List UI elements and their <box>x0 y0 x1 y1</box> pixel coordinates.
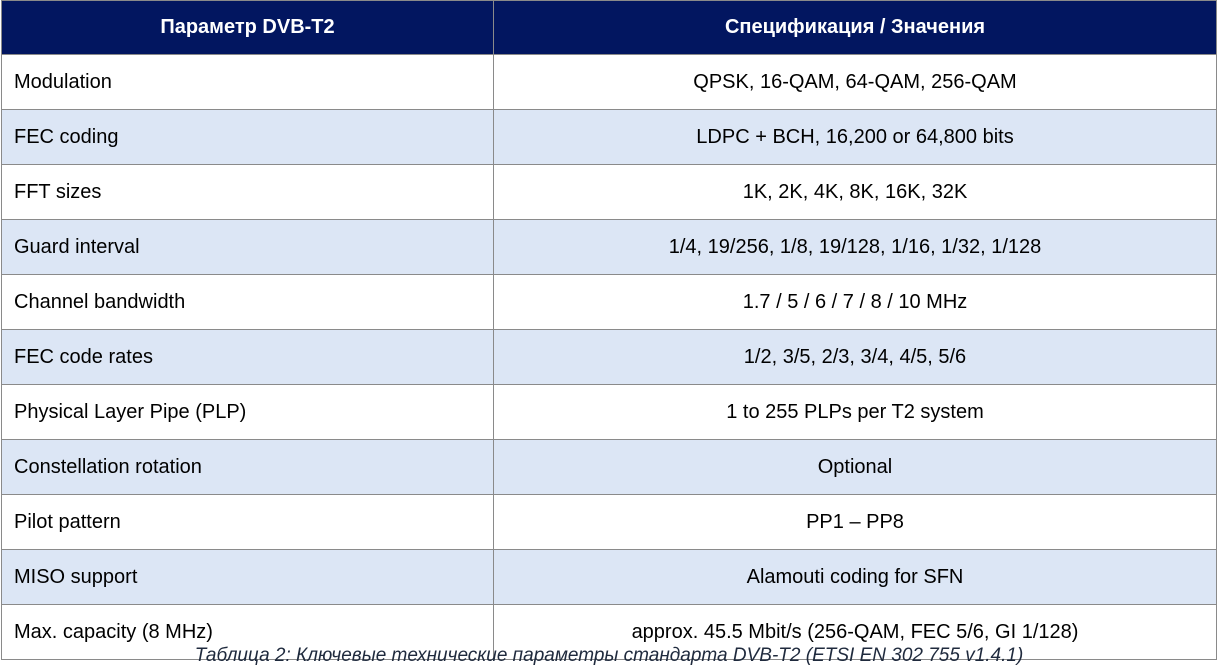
parameter-cell: Constellation rotation <box>1 439 494 495</box>
parameter-cell: FEC coding <box>1 109 494 165</box>
table-caption: Таблица 2: Ключевые технические параметр… <box>194 645 1024 666</box>
table-row: Physical Layer Pipe (PLP) 1 to 255 PLPs p… <box>1 384 1217 440</box>
value-cell: 1K, 2K, 4K, 8K, 16K, 32K <box>493 164 1217 220</box>
value-cell: 1/2, 3/5, 2/3, 3/4, 4/5, 5/6 <box>493 329 1217 385</box>
table-row: FEC code rates 1/2, 3/5, 2/3, 3/4, 4/5, 5… <box>1 329 1217 385</box>
parameter-cell: Physical Layer Pipe (PLP) <box>1 384 494 440</box>
table-row: MISO support Alamouti coding for SFN <box>1 549 1217 605</box>
value-cell: approx. 45.5 Mbit/s (256-QAM, FEC 5/6, G… <box>493 604 1217 660</box>
value-cell: QPSK, 16-QAM, 64-QAM, 256-QAM <box>493 54 1217 110</box>
header-specification: Спецификация / Значения <box>493 0 1217 55</box>
table-row: Pilot pattern PP1 – PP8 <box>1 494 1217 550</box>
table-row: Constellation rotation Optional <box>1 439 1217 495</box>
table-row: FEC coding LDPC + BCH, 16,200 or 64,800 b… <box>1 109 1217 165</box>
table-row: FFT sizes 1K, 2K, 4K, 8K, 16K, 32K <box>1 164 1217 220</box>
parameter-cell: FEC code rates <box>1 329 494 385</box>
parameter-cell: Guard interval <box>1 219 494 275</box>
table-row: Channel bandwidth 1.7 / 5 / 6 / 7 / 8 / 1… <box>1 274 1217 330</box>
parameter-cell: Channel bandwidth <box>1 274 494 330</box>
value-cell: 1/4, 19/256, 1/8, 19/128, 1/16, 1/32, 1/… <box>493 219 1217 275</box>
value-cell: 1 to 255 PLPs per T2 system <box>493 384 1217 440</box>
table-row: Modulation QPSK, 16-QAM, 64-QAM, 256-QAM <box>1 54 1217 110</box>
value-cell: LDPC + BCH, 16,200 or 64,800 bits <box>493 109 1217 165</box>
table-row: Max. capacity (8 MHz) approx. 45.5 Mbit/s… <box>1 604 1217 660</box>
parameter-cell: Pilot pattern <box>1 494 494 550</box>
value-cell: 1.7 / 5 / 6 / 7 / 8 / 10 MHz <box>493 274 1217 330</box>
value-cell: Alamouti coding for SFN <box>493 549 1217 605</box>
header-parameter: Параметр DVB-T2 <box>1 0 494 55</box>
parameter-cell: FFT sizes <box>1 164 494 220</box>
parameter-cell: Modulation <box>1 54 494 110</box>
table-row: Guard interval 1/4, 19/256, 1/8, 19/128, … <box>1 219 1217 275</box>
parameter-cell: MISO support <box>1 549 494 605</box>
value-cell: Optional <box>493 439 1217 495</box>
parameter-cell: Max. capacity (8 MHz) <box>1 604 494 660</box>
value-cell: PP1 – PP8 <box>493 494 1217 550</box>
table-header-row: Параметр DVB-T2 Спецификация / Значения <box>1 0 1217 55</box>
